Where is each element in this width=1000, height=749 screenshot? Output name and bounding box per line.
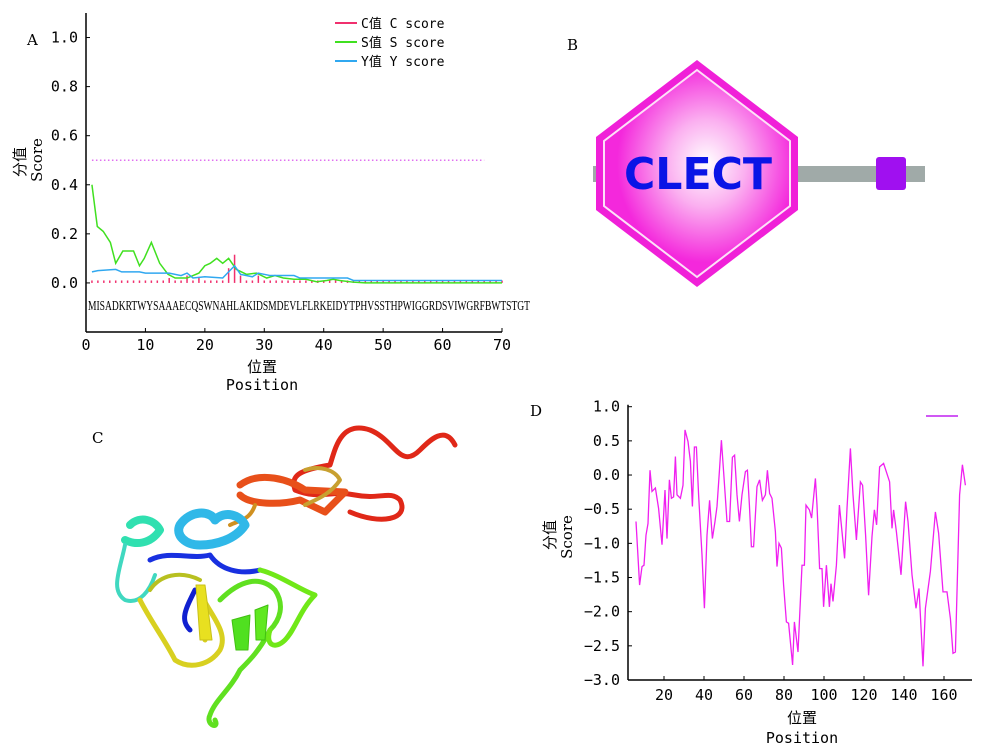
d-score-line	[635, 429, 967, 667]
panel-d-label: D	[530, 402, 542, 420]
a-x-tick-label: 60	[434, 336, 452, 354]
a-xlabel-cn: 位置	[247, 358, 277, 376]
a-x-tick-label: 50	[374, 336, 392, 354]
d-y-tick-label: −0.5	[584, 500, 620, 518]
a-legend: C值 C score S值 S score Y值 Y score	[335, 16, 445, 70]
protein-sequence: MISADKRTWYSAAAECQSWNAHLAKIDSMDEVLFLRKEID…	[88, 299, 530, 314]
panel-a: A 0.0 0.2 0.4 0.6 0.8 1.0 0 10 20 30 40 50 60 70 MISA…	[11, 13, 530, 394]
protein-structure-image	[115, 425, 458, 728]
a-y-tick-label: 0.0	[51, 274, 78, 292]
legend-s-score: S值 S score	[361, 35, 445, 51]
a-y-tick-label: 0.6	[51, 127, 78, 145]
panel-d-plot: −3.0 −2.5 −2.0 −1.5 −1.0 −0.5 0.0 0.5 1.0 20 40 60 8…	[584, 398, 972, 704]
panel-b-label: B	[567, 36, 578, 54]
a-x-tick-label: 0	[81, 336, 90, 354]
d-y-tick-label: −2.0	[584, 603, 620, 621]
d-y-tick-label: −3.0	[584, 671, 620, 689]
d-x-tick-label: 40	[695, 686, 713, 704]
d-x-tick-label: 120	[850, 686, 877, 704]
panel-c: C	[92, 425, 458, 728]
d-y-tick-label: −1.5	[584, 569, 620, 587]
d-ylabel: Score	[558, 515, 576, 559]
a-x-tick-label: 10	[136, 336, 154, 354]
d-x-tick-label: 80	[775, 686, 793, 704]
clect-domain-inner	[603, 68, 791, 279]
d-ylabel-cn: 分值	[541, 520, 559, 550]
d-y-tick-label: −1.0	[584, 534, 620, 552]
a-x-tick-label: 20	[196, 336, 214, 354]
panel-c-label: C	[92, 429, 103, 447]
d-y-tick-label: 0.5	[593, 432, 620, 450]
legend-y-score: Y值 Y score	[361, 54, 445, 70]
a-x-tick-label: 30	[255, 336, 273, 354]
panel-a-plot: 0.0 0.2 0.4 0.6 0.8 1.0 0 10 20 30 40 50 60 70	[51, 13, 511, 354]
d-y-tick-label: 0.0	[593, 466, 620, 484]
d-x-tick-label: 60	[735, 686, 753, 704]
d-x-tick-label: 160	[930, 686, 957, 704]
low-complexity-segment	[876, 157, 906, 190]
panel-b: B CLECT	[567, 36, 925, 287]
d-xlabel: Position	[766, 729, 838, 747]
y-score-line	[91, 264, 502, 282]
panel-a-label: A	[26, 31, 38, 49]
a-ylabel: Score	[28, 138, 46, 182]
d-x-tick-label: 140	[890, 686, 917, 704]
a-x-tick-label: 40	[315, 336, 333, 354]
d-y-tick-label: −2.5	[584, 637, 620, 655]
a-x-tick-label: 70	[493, 336, 511, 354]
legend-c-score: C值 C score	[361, 16, 445, 32]
a-ylabel-cn: 分值	[11, 147, 29, 177]
a-y-tick-label: 0.2	[51, 225, 78, 243]
panel-d: D −3.0 −2.5 −2.0 −1.5 −1.0 −0.5 0.0 0.5 1.0 20 40 6…	[530, 398, 972, 747]
a-y-tick-label: 0.4	[51, 176, 78, 194]
s-score-line	[91, 184, 502, 284]
a-xlabel: Position	[226, 376, 298, 394]
d-x-tick-label: 100	[810, 686, 837, 704]
a-y-tick-label: 0.8	[51, 78, 78, 96]
d-y-tick-label: 1.0	[593, 398, 620, 416]
a-y-tick-label: 1.0	[51, 29, 78, 47]
d-xlabel-cn: 位置	[787, 709, 817, 727]
d-x-tick-label: 20	[655, 686, 673, 704]
clect-label: CLECT	[624, 149, 772, 200]
